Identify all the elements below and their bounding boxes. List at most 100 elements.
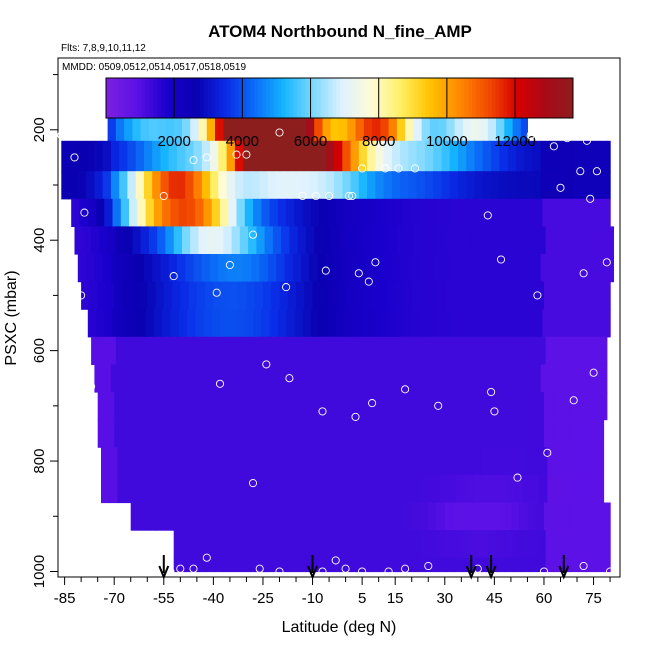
heatmap-cell	[256, 226, 266, 255]
colorbar-segment	[522, 78, 527, 118]
heatmap-cell	[418, 309, 428, 338]
heatmap-cell	[211, 309, 221, 338]
colorbar-segment	[537, 78, 543, 118]
heatmap-cell	[77, 254, 87, 283]
heatmap-cell	[451, 198, 461, 227]
heatmap-cell	[340, 447, 350, 476]
sample-points	[57, 125, 615, 576]
heatmap-cell	[469, 419, 479, 448]
heatmap-cell	[102, 364, 112, 393]
heatmap-cell	[446, 530, 456, 559]
heatmap-cell	[284, 171, 294, 200]
heatmap-cell	[221, 419, 231, 448]
heatmap-cell	[206, 530, 216, 559]
heatmap-cell	[567, 309, 576, 338]
heatmap-cell	[102, 254, 112, 283]
heatmap-cell	[433, 140, 443, 172]
heatmap-cell	[434, 198, 444, 227]
heatmap-cell	[259, 254, 269, 283]
heatmap-cell	[400, 140, 410, 172]
heatmap-cell	[454, 530, 464, 559]
heatmap-cell	[411, 419, 421, 448]
heatmap-cell	[552, 392, 562, 421]
heatmap-cell	[215, 336, 224, 365]
heatmap-cell	[540, 254, 550, 283]
heatmap-cell	[492, 309, 502, 338]
heatmap-cell	[519, 419, 529, 448]
heatmap-cell	[69, 171, 79, 200]
colorbar-segment	[436, 78, 442, 118]
heatmap-cell	[183, 447, 193, 476]
heatmap-cell	[348, 447, 358, 476]
heatmap-cell	[236, 198, 246, 227]
colorbar-tick-label: 2000	[157, 133, 190, 150]
heatmap-cell	[362, 502, 371, 531]
heatmap-cell	[458, 364, 467, 393]
heatmap-cell	[239, 226, 249, 255]
heatmap-cell	[239, 336, 249, 365]
heatmap-cell	[496, 112, 505, 142]
heatmap-cell	[155, 502, 165, 531]
heatmap-cell	[229, 392, 239, 421]
heatmap-cell	[107, 336, 117, 365]
heatmap-cell	[289, 112, 299, 142]
heatmap-cell	[416, 254, 426, 283]
heatmap-cell	[438, 530, 448, 559]
heatmap-cell	[263, 419, 272, 448]
heatmap-cell	[203, 309, 213, 338]
heatmap-cell	[299, 474, 309, 504]
heatmap-cell	[231, 112, 241, 142]
heatmap-cell	[474, 171, 484, 200]
heatmap-cell	[101, 447, 110, 476]
colorbar-segment	[456, 78, 461, 118]
sample-point	[248, 479, 258, 488]
heatmap-cell	[372, 336, 381, 365]
heatmap-cell	[261, 309, 271, 338]
colorbar-segment	[390, 78, 395, 118]
heatmap-cell	[220, 198, 229, 227]
heatmap-cell	[287, 419, 297, 448]
sample-point	[212, 288, 221, 297]
heatmap-cell	[535, 419, 545, 448]
heatmap-cell	[276, 140, 286, 172]
heatmap-cell	[198, 336, 208, 365]
heatmap-cell	[350, 364, 360, 393]
heatmap-cell	[339, 557, 348, 573]
heatmap-cell	[520, 336, 530, 365]
colorbar-segment	[467, 78, 473, 118]
colorbar-segment	[281, 78, 286, 118]
heatmap-cell	[330, 336, 340, 365]
heatmap-cell	[553, 557, 563, 573]
heatmap-cell	[388, 530, 398, 559]
heatmap-cell	[461, 419, 471, 448]
heatmap-cell	[253, 198, 262, 227]
colorbar-segment	[464, 78, 469, 118]
heatmap-cell	[320, 419, 330, 448]
heatmap-cell	[115, 226, 125, 255]
heatmap-cell	[444, 392, 454, 421]
heatmap-cell	[258, 447, 267, 476]
heatmap-cell	[388, 557, 398, 573]
heatmap-cell	[463, 530, 472, 559]
heatmap-cell	[97, 392, 107, 421]
heatmap-cell	[115, 336, 125, 365]
heatmap-cell	[512, 530, 522, 559]
heatmap-cell	[94, 254, 104, 283]
heatmap-cell	[99, 226, 109, 255]
heatmap-cell	[314, 226, 324, 255]
heatmap-cell	[294, 309, 304, 338]
heatmap-cell	[519, 502, 529, 531]
heatmap-cell	[396, 557, 406, 573]
heatmap-cell	[491, 254, 500, 283]
heatmap-cell	[484, 198, 494, 227]
heatmap-cell	[601, 419, 605, 448]
sample-point	[569, 396, 578, 405]
heatmap-cell	[386, 392, 396, 421]
heatmap-cell	[170, 198, 180, 227]
heatmap-cell	[94, 171, 104, 200]
heatmap-cell	[94, 140, 104, 172]
heatmap-cell	[279, 502, 289, 531]
heatmap-cell	[272, 530, 282, 559]
heatmap-cell	[272, 226, 282, 255]
heatmap-cell	[396, 226, 406, 255]
